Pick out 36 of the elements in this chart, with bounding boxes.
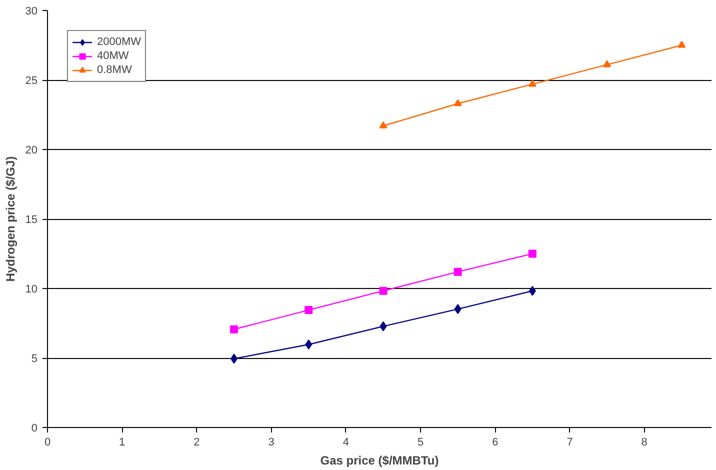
point <box>678 40 686 48</box>
point <box>528 250 536 258</box>
point <box>454 99 462 106</box>
legend-label: 0.8MW <box>97 63 132 77</box>
x-tick-label: 7 <box>566 436 573 448</box>
y-tick-label: 5 <box>31 353 38 365</box>
legend-label: 40MW <box>97 49 129 63</box>
y-tick-label: 0 <box>31 422 38 434</box>
point <box>305 340 312 350</box>
x-axis-title: Gas price ($/MMBTu) <box>320 454 439 468</box>
y-axis-title: Hydrogen price ($/GJ) <box>3 156 18 282</box>
x-tick-label: 5 <box>417 436 424 448</box>
point <box>528 80 536 87</box>
y-tick-label: 20 <box>25 144 38 156</box>
y-tick-label: 30 <box>25 6 38 18</box>
point <box>603 60 612 68</box>
point <box>454 268 462 276</box>
x-tick-label: 6 <box>492 436 498 448</box>
point <box>230 325 238 334</box>
x-tick-label: 0 <box>44 436 51 448</box>
point <box>528 286 536 296</box>
point <box>380 321 387 332</box>
x-tick-label: 1 <box>119 436 126 448</box>
y-tick-label: 15 <box>25 214 38 226</box>
point <box>454 304 462 314</box>
point <box>230 354 238 364</box>
y-tick-label: 10 <box>25 284 38 296</box>
x-tick-label: 2 <box>194 436 200 448</box>
legend-label: 2000MW <box>97 35 142 49</box>
point <box>379 286 388 295</box>
x-tick-label: 4 <box>342 436 349 448</box>
point <box>304 306 313 314</box>
point <box>379 121 388 128</box>
y-tick-label: 25 <box>25 75 38 87</box>
x-tick-label: 3 <box>268 436 274 448</box>
x-tick-label: 8 <box>641 436 648 448</box>
